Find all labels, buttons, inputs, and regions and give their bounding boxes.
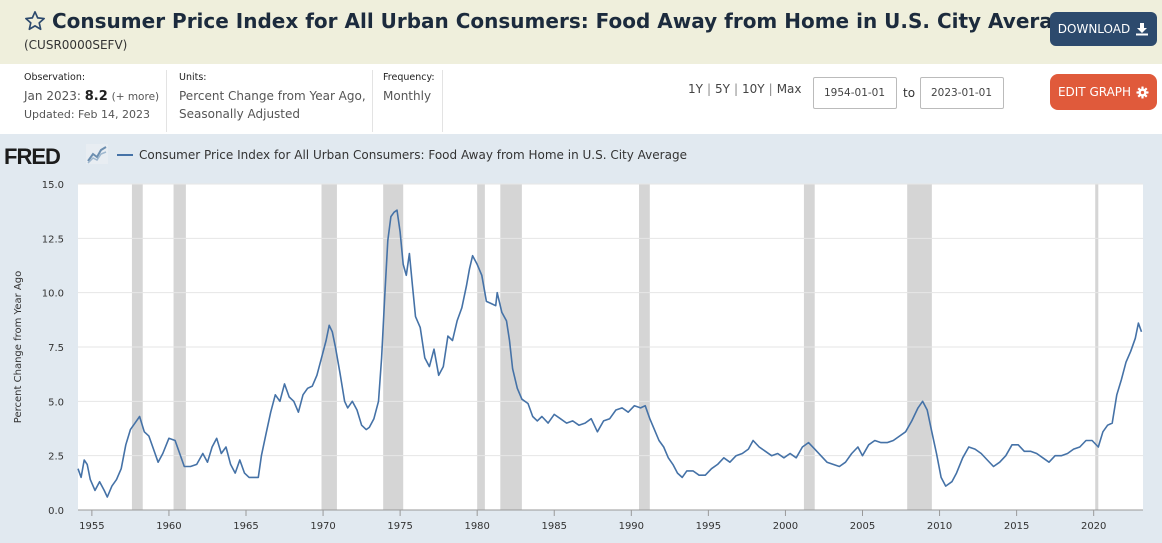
range-1y-link[interactable]: 1Y (688, 82, 703, 96)
y-tick-label: 7.5 (48, 343, 64, 354)
x-tick-label: 1970 (310, 521, 335, 532)
x-tick-label: 1960 (156, 521, 181, 532)
x-tick-label: 1965 (233, 521, 258, 532)
x-tick-label: 2020 (1081, 521, 1106, 532)
observation-more-link[interactable]: (+ more) (111, 91, 160, 103)
divider (166, 70, 167, 132)
divider (372, 70, 373, 132)
download-label: DOWNLOAD (1057, 22, 1131, 36)
to-label: to (903, 86, 916, 100)
x-tick-label: 2005 (850, 521, 875, 532)
observation-value: 8.2 (84, 89, 108, 104)
series-line (77, 209, 1143, 498)
units-block: Units: Percent Change from Year Ago, Sea… (179, 72, 366, 123)
y-tick-label: 2.5 (48, 452, 64, 463)
legend-label: Consumer Price Index for All Urban Consu… (139, 148, 687, 162)
range-max-link[interactable]: Max (776, 82, 802, 96)
end-date-input[interactable] (920, 77, 1004, 109)
x-tick-label: 1995 (696, 521, 721, 532)
x-tick-label: 1985 (542, 521, 567, 532)
y-tick-label: 15.0 (42, 180, 64, 191)
x-tick-label: 1975 (387, 521, 412, 532)
gear-icon (1136, 85, 1149, 99)
x-tick-label: 1980 (464, 521, 489, 532)
download-button[interactable]: DOWNLOAD (1050, 12, 1157, 46)
series-id: (CUSR0000SEFV) (24, 38, 128, 52)
frequency-block: Frequency: Monthly (383, 72, 435, 105)
y-axis-label: Percent Change from Year Ago (13, 271, 24, 423)
range-links: 1Y | 5Y | 10Y | Max (688, 82, 802, 96)
start-date-input[interactable] (813, 77, 897, 109)
page-title: Consumer Price Index for All Urban Consu… (52, 9, 1081, 33)
x-tick-label: 1990 (619, 521, 644, 532)
chart-legend: Consumer Price Index for All Urban Consu… (117, 148, 687, 162)
x-tick-label: 2000 (773, 521, 798, 532)
graph-area: 0.0 2.5 5.0 7.5 10.0 12.5 15.0 1955 1960 1965 1970… (0, 134, 1162, 543)
star-icon[interactable] (24, 10, 46, 32)
divider (442, 70, 443, 132)
units-line-2: Seasonally Adjusted (179, 107, 301, 121)
updated-date: Updated: Feb 14, 2023 (24, 108, 150, 121)
units-line-1: Percent Change from Year Ago, (179, 89, 366, 103)
edit-graph-button[interactable]: EDIT GRAPH (1050, 74, 1157, 110)
observation-date: Jan 2023: (24, 89, 81, 103)
y-tick-label: 10.0 (42, 289, 64, 300)
fred-chart-icon (86, 144, 108, 164)
observation-label: Observation: (24, 72, 86, 83)
range-5y-link[interactable]: 5Y (715, 82, 730, 96)
frequency-value: Monthly (383, 89, 432, 103)
download-icon (1136, 23, 1149, 36)
frequency-label: Frequency: (383, 72, 435, 83)
y-tick-label: 0.0 (48, 506, 64, 517)
edit-graph-label: EDIT GRAPH (1057, 85, 1132, 99)
title-bar: Consumer Price Index for All Urban Consu… (0, 0, 1162, 64)
x-tick-label: 2010 (927, 521, 952, 532)
range-10y-link[interactable]: 10Y (742, 82, 765, 96)
fred-logo[interactable]: FRED (4, 144, 61, 169)
y-tick-label: 5.0 (48, 397, 64, 408)
y-tick-label: 12.5 (42, 234, 64, 245)
units-label: Units: (179, 72, 207, 83)
x-tick-label: 1955 (79, 521, 104, 532)
x-tick-label: 2015 (1004, 521, 1029, 532)
line-chart[interactable]: 0.0 2.5 5.0 7.5 10.0 12.5 15.0 1955 1960 1965 1970… (0, 134, 1162, 543)
observation-block: Observation: Jan 2023: 8.2 (+ more) Upda… (24, 72, 159, 124)
legend-swatch (117, 154, 133, 156)
